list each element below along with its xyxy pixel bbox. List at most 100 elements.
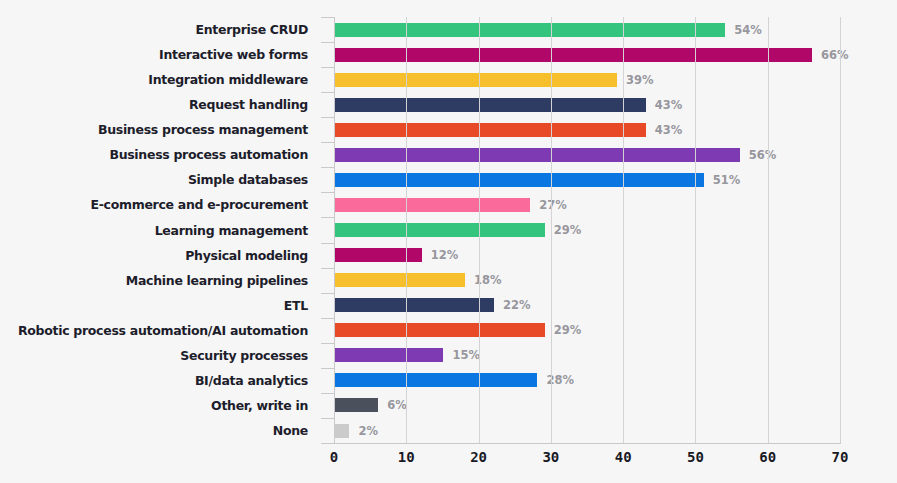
bar-row: 18% — [335, 268, 841, 293]
value-label: 43% — [655, 123, 683, 137]
gridline-x-60 — [768, 17, 769, 443]
x-axis-tick-label: 0 — [330, 449, 338, 465]
survey-bar-chart: Enterprise CRUDInteractive web formsInte… — [0, 0, 897, 483]
value-label: 6% — [387, 398, 407, 412]
category-label: Physical modeling — [0, 243, 321, 268]
x-axis-tick-label: 40 — [615, 449, 632, 465]
y-axis-tick — [321, 393, 334, 394]
x-axis-tick-label: 60 — [759, 449, 776, 465]
bar-row: 43% — [335, 92, 841, 117]
bar-row: 6% — [335, 393, 841, 418]
category-label: Enterprise CRUD — [0, 17, 321, 42]
bar-row: 43% — [335, 117, 841, 142]
bar — [335, 398, 378, 412]
plot-area: 54%66%39%43%43%56%51%27%29%12%18%22%29%1… — [334, 17, 841, 444]
category-label: Other, write in — [0, 393, 321, 418]
x-axis-tick-label: 30 — [542, 449, 559, 465]
bar — [335, 223, 545, 237]
value-label: 56% — [749, 148, 777, 162]
value-label: 66% — [821, 48, 849, 62]
bar-row: 51% — [335, 167, 841, 192]
y-axis-tick — [321, 42, 334, 43]
category-label: Integration middleware — [0, 67, 321, 92]
bar-row: 15% — [335, 343, 841, 368]
gridline-x-10 — [406, 17, 407, 443]
y-axis-tick — [321, 192, 334, 193]
y-axis-tick — [321, 217, 334, 218]
bar — [335, 148, 740, 162]
y-axis-tick — [321, 418, 334, 419]
category-label: Security processes — [0, 343, 321, 368]
category-label: None — [0, 418, 321, 443]
bar — [335, 298, 494, 312]
y-axis-tick — [321, 293, 334, 294]
category-label: E-commerce and e-procurement — [0, 192, 321, 217]
bar — [335, 323, 545, 337]
bar-row: 2% — [335, 418, 841, 443]
y-axis-tick — [321, 17, 334, 18]
y-axis-tick — [321, 92, 334, 93]
category-label: Robotic process automation/AI automation — [0, 318, 321, 343]
y-axis-tick — [321, 318, 334, 319]
y-axis-tick — [321, 268, 334, 269]
value-label: 51% — [713, 173, 741, 187]
bar-rows: 54%66%39%43%43%56%51%27%29%12%18%22%29%1… — [335, 17, 841, 443]
y-axis-tick — [321, 142, 334, 143]
y-axis-tick — [321, 167, 334, 168]
y-axis-tick — [321, 243, 334, 244]
bar-row: 39% — [335, 67, 841, 92]
value-label: 43% — [655, 98, 683, 112]
bar-row: 54% — [335, 17, 841, 42]
bar — [335, 173, 704, 187]
bar — [335, 248, 422, 262]
bar-row: 29% — [335, 218, 841, 243]
gridline-x-40 — [623, 17, 624, 443]
x-axis-tick-label: 20 — [470, 449, 487, 465]
y-axis-tick — [321, 368, 334, 369]
x-axis-tick-label: 70 — [832, 449, 849, 465]
bar-row: 22% — [335, 293, 841, 318]
gridline-x-20 — [479, 17, 480, 443]
bar-row: 12% — [335, 243, 841, 268]
bar-row: 29% — [335, 318, 841, 343]
x-axis-tick-label: 10 — [398, 449, 415, 465]
y-axis-tick — [321, 343, 334, 344]
bar — [335, 348, 443, 362]
y-axis-tick — [321, 117, 334, 118]
value-label: 2% — [358, 424, 378, 438]
category-label: Learning management — [0, 218, 321, 243]
y-axis-tick — [321, 67, 334, 68]
value-label: 39% — [626, 73, 654, 87]
category-label: Business process management — [0, 117, 321, 142]
bar-row: 56% — [335, 142, 841, 167]
category-label: Machine learning pipelines — [0, 268, 321, 293]
bar — [335, 198, 530, 212]
gridline-x-30 — [551, 17, 552, 443]
category-label: Simple databases — [0, 167, 321, 192]
category-label: Interactive web forms — [0, 42, 321, 67]
value-label: 15% — [452, 348, 480, 362]
value-label: 29% — [554, 323, 582, 337]
value-label: 22% — [503, 298, 531, 312]
bar-row: 66% — [335, 42, 841, 67]
bar — [335, 73, 617, 87]
bar — [335, 273, 465, 287]
bar — [335, 23, 725, 37]
value-label: 12% — [431, 248, 459, 262]
value-label: 54% — [734, 23, 762, 37]
bar — [335, 373, 537, 387]
category-label: BI/data analytics — [0, 368, 321, 393]
y-axis-tick — [321, 443, 334, 444]
bar — [335, 98, 646, 112]
value-label: 29% — [554, 223, 582, 237]
value-label: 27% — [539, 198, 567, 212]
bar-row: 28% — [335, 368, 841, 393]
bar-row: 27% — [335, 192, 841, 217]
bar — [335, 123, 646, 137]
gridline-x-50 — [695, 17, 696, 443]
category-label: ETL — [0, 293, 321, 318]
category-label: Request handling — [0, 92, 321, 117]
x-axis-tick-label: 50 — [687, 449, 704, 465]
gridline-x-70 — [840, 17, 841, 443]
bar — [335, 424, 349, 438]
